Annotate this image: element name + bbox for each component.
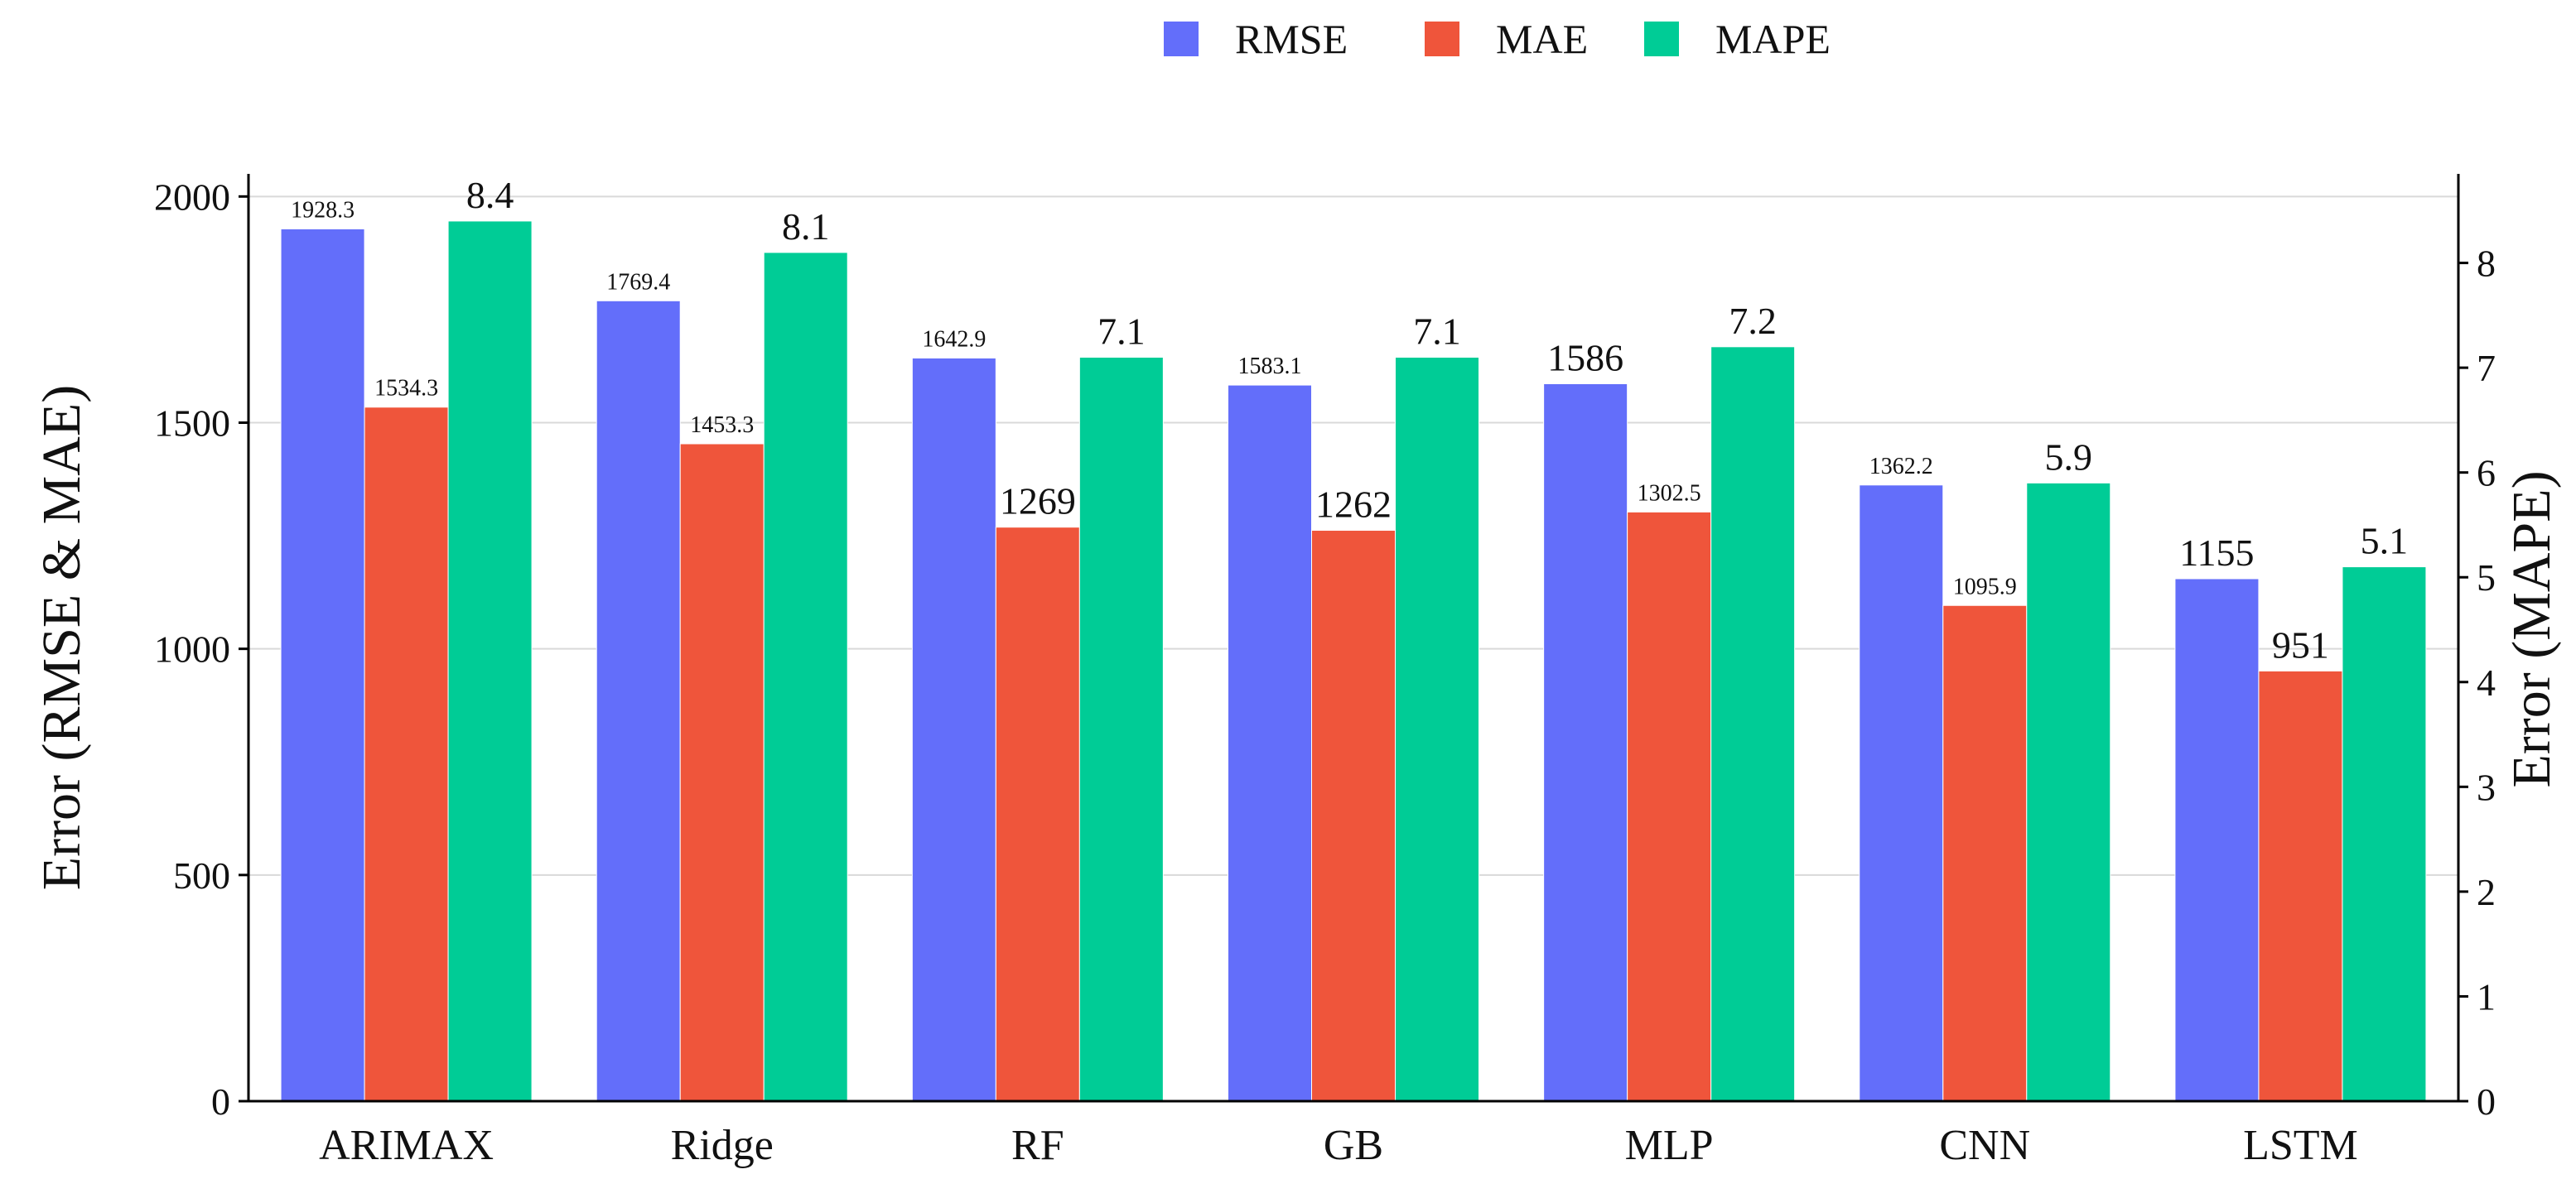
bar-mae — [1942, 604, 2028, 1102]
y2-tick-label: 2 — [2477, 871, 2496, 913]
bar-mae — [364, 407, 449, 1102]
bar-rmse — [911, 357, 996, 1102]
x-tick-label: CNN — [1939, 1122, 2030, 1169]
legend: RMSE MAE MAPE — [1164, 16, 1831, 62]
tick-labels: ARIMAX Ridge RF GB MLP CNN LSTM 0 500 1000 1500 200… — [154, 176, 2496, 1169]
data-label-mae: 1269 — [1000, 480, 1076, 522]
y2-axis-title: Error (MAPE) — [2501, 470, 2562, 787]
bar-mape — [447, 220, 533, 1102]
y2-tick-label: 6 — [2477, 452, 2496, 494]
data-label-mape: 8.1 — [782, 205, 830, 248]
y-tick-label: 2000 — [154, 176, 230, 218]
y2-tick-label: 0 — [2477, 1080, 2496, 1123]
bar-rmse — [280, 228, 365, 1102]
y2-tick-label: 8 — [2477, 243, 2496, 285]
legend-label-rmse: RMSE — [1235, 16, 1348, 62]
data-label-mape: 7.1 — [1413, 310, 1461, 352]
axes — [239, 174, 2468, 1103]
data-label-mape: 5.1 — [2361, 520, 2409, 562]
x-tick-label: ARIMAX — [319, 1122, 494, 1169]
bar-mae — [2258, 670, 2343, 1102]
x-tick-label: GB — [1324, 1122, 1383, 1169]
x-tick-label: LSTM — [2243, 1122, 2358, 1169]
y-tick-label: 500 — [173, 854, 230, 897]
data-label-rmse: 1928.3 — [291, 197, 355, 223]
legend-label-mape: MAPE — [1715, 16, 1831, 62]
data-label-rmse: 1362.2 — [1869, 454, 1933, 479]
bar-mae — [679, 443, 765, 1102]
data-labels: 1928.3 1534.3 8.4 1769.4 1453.3 8.1 1642.9 1269… — [291, 174, 2408, 666]
data-label-rmse: 1155 — [2179, 532, 2254, 574]
bar-mae — [1627, 511, 1712, 1102]
legend-swatch-mae — [1425, 22, 1459, 56]
legend-swatch-rmse — [1164, 22, 1199, 56]
bar-mape — [1395, 356, 1479, 1102]
data-label-rmse: 1583.1 — [1238, 354, 1302, 379]
bar-mape — [1078, 356, 1164, 1102]
bar-mae — [1311, 530, 1396, 1102]
data-label-mape: 5.9 — [2045, 436, 2093, 478]
x-tick-label: RF — [1011, 1122, 1064, 1169]
data-label-mape: 7.2 — [1729, 300, 1777, 342]
y2-tick-label: 7 — [2477, 347, 2496, 389]
legend-label-mae: MAE — [1496, 16, 1588, 62]
bar-mape — [2026, 482, 2111, 1102]
bar-mape — [1710, 346, 1796, 1102]
bar-mape — [763, 252, 848, 1102]
y2-tick-label: 5 — [2477, 556, 2496, 599]
bar-rmse — [1859, 484, 1944, 1102]
data-label-mape: 7.1 — [1097, 310, 1146, 352]
y2-tick-label: 3 — [2477, 766, 2496, 808]
bar-rmse — [2174, 578, 2260, 1102]
x-tick-label: Ridge — [671, 1122, 774, 1169]
data-label-mae: 1262 — [1315, 484, 1392, 526]
y-axis-title: Error (RMSE & MAE) — [31, 385, 92, 890]
data-label-mae: 1534.3 — [374, 376, 438, 402]
data-label-mae: 1453.3 — [690, 412, 754, 438]
x-tick-label: MLP — [1625, 1122, 1714, 1169]
data-label-mae: 951 — [2272, 623, 2329, 666]
data-label-rmse: 1586 — [1547, 337, 1623, 379]
bar-mae — [995, 527, 1080, 1102]
y-tick-label: 1000 — [154, 628, 230, 671]
data-label-rmse: 1642.9 — [922, 326, 986, 352]
data-label-mae: 1095.9 — [1953, 574, 2017, 599]
bar-rmse — [596, 300, 681, 1102]
data-label-rmse: 1769.4 — [606, 269, 670, 295]
data-label-mape: 8.4 — [466, 174, 514, 216]
y-tick-label: 1500 — [154, 402, 230, 444]
y2-tick-label: 1 — [2477, 975, 2496, 1018]
y-tick-label: 0 — [211, 1080, 230, 1123]
bar-mape — [2342, 566, 2427, 1102]
bar-rmse — [1543, 383, 1628, 1102]
bars — [280, 220, 2427, 1102]
data-label-mae: 1302.5 — [1638, 480, 1701, 506]
legend-swatch-mape — [1644, 22, 1679, 56]
bar-rmse — [1228, 384, 1312, 1102]
y2-tick-label: 4 — [2477, 662, 2496, 704]
